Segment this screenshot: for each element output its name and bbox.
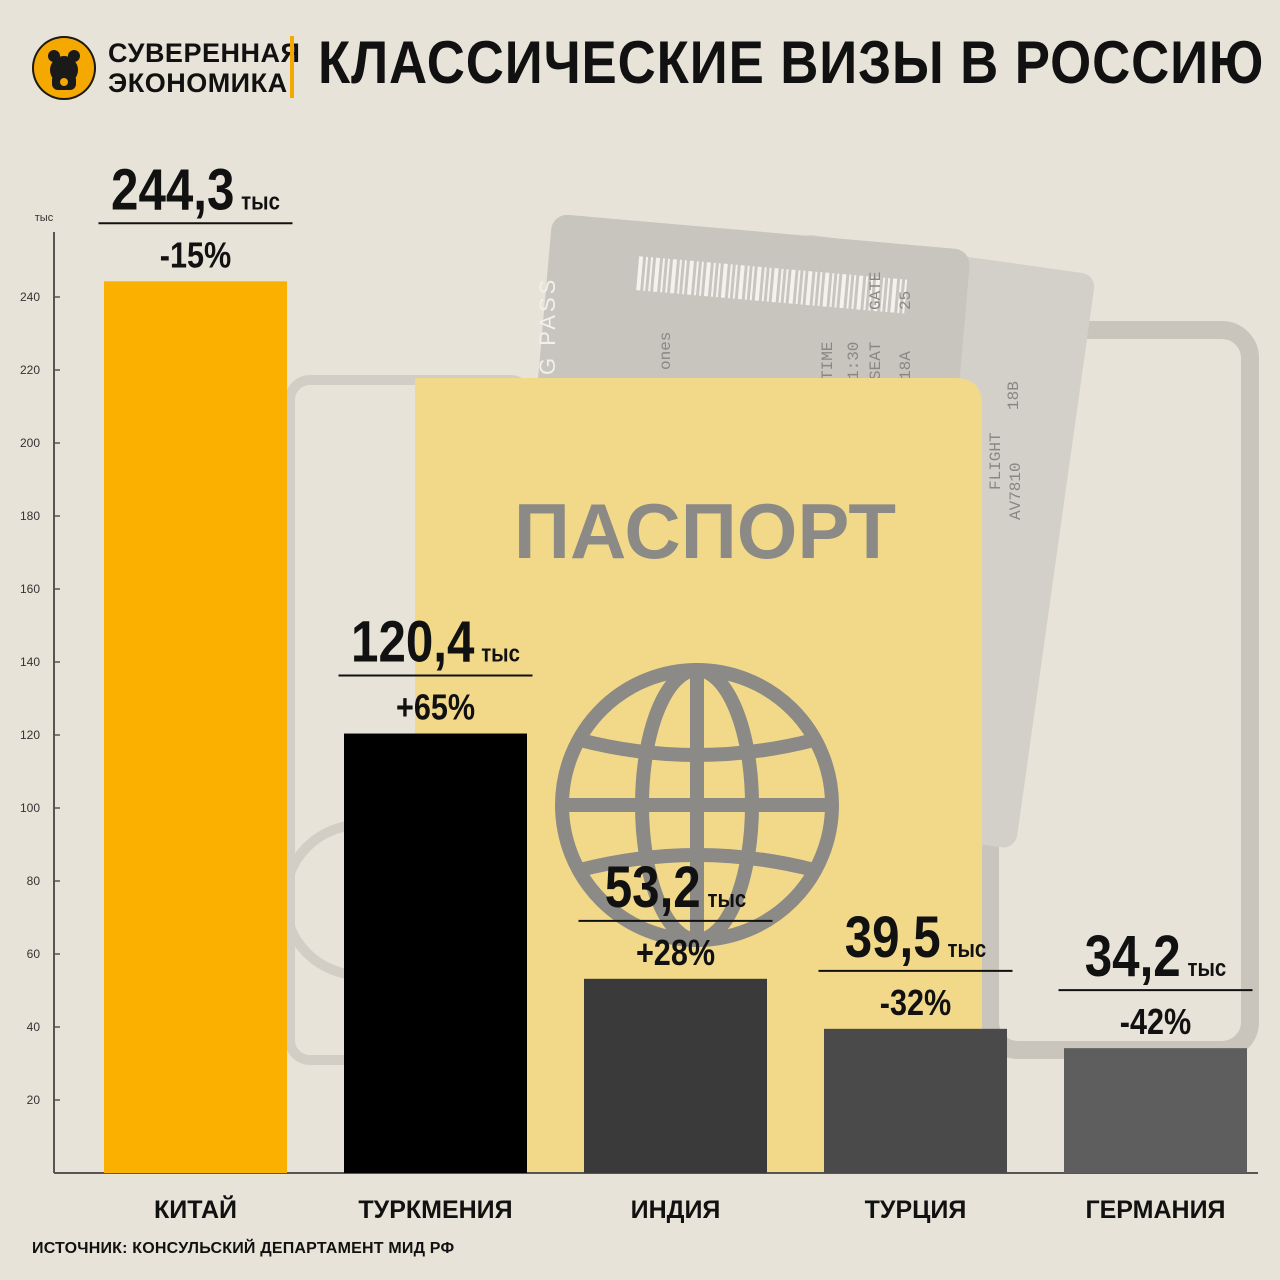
bar-value-label: 120,4 тыс <box>351 610 520 675</box>
bar-change-label: +65% <box>396 688 475 728</box>
bar-value-label: 34,2 тыс <box>1085 924 1226 989</box>
y-tick-label: 120 <box>20 728 40 742</box>
ticket-label: G PASS <box>535 277 560 375</box>
y-tick-label: 20 <box>27 1093 41 1107</box>
bar-value-label: 39,5 тыс <box>845 905 986 970</box>
ticket-field-seat: SEAT <box>867 342 885 380</box>
y-tick-label: 40 <box>27 1020 41 1034</box>
header-divider <box>290 36 294 98</box>
brand-name: СУВЕРЕННАЯ ЭКОНОМИКА <box>108 38 300 98</box>
source-note: ИСТОЧНИК: КОНСУЛЬСКИЙ ДЕПАРТАМЕНТ МИД РФ <box>32 1240 455 1257</box>
globe-icon <box>555 663 839 947</box>
bar <box>344 733 527 1173</box>
y-tick-label: 200 <box>20 436 40 450</box>
ticket-field-time: TIME <box>819 342 837 380</box>
bar <box>1064 1048 1247 1173</box>
bar <box>584 978 767 1173</box>
passport-label: ПАСПОРТ <box>514 487 896 575</box>
bar-change-label: -32% <box>880 984 951 1024</box>
bear-logo-icon <box>32 36 96 100</box>
y-tick-label: 60 <box>27 947 41 961</box>
y-tick-label: 180 <box>20 509 40 523</box>
ticket-field-gate: GATE <box>867 272 885 310</box>
brand-line-2: ЭКОНОМИКА <box>108 68 288 98</box>
ticket-field-seat-value-2: 18B <box>1005 381 1023 410</box>
barcode-icon <box>636 256 908 314</box>
y-tick-label: 80 <box>27 874 41 888</box>
y-tick-label: 160 <box>20 582 40 596</box>
header: СУВЕРЕННАЯ ЭКОНОМИКА КЛАССИЧЕСКИЕ ВИЗЫ В… <box>0 0 1280 135</box>
category-label: ТУРКМЕНИЯ <box>358 1196 512 1224</box>
bar-value-label: 53,2 тыс <box>605 855 746 920</box>
brand-line-1: СУВЕРЕННАЯ <box>108 38 301 68</box>
bar <box>824 1028 1007 1173</box>
category-label: ТУРЦИЯ <box>865 1196 967 1224</box>
y-tick-label: 140 <box>20 655 40 669</box>
ticket-field-flight-value: AV7810 <box>1007 462 1025 520</box>
y-tick-label: 240 <box>20 290 40 304</box>
bar-change-label: +28% <box>636 934 715 974</box>
ticket-field-time-value: 1:30 <box>845 342 863 380</box>
page-title: КЛАССИЧЕСКИЕ ВИЗЫ В РОССИЮ <box>318 29 1265 96</box>
category-label: КИТАЙ <box>154 1194 237 1224</box>
bar-value-label: 244,3 тыс <box>111 158 280 223</box>
ticket-field-gate-value: 25 <box>897 291 915 310</box>
y-tick-label: 100 <box>20 801 40 815</box>
ticket-field-flight: FLIGHT <box>987 432 1005 490</box>
ticket-field-seat-value: 18A <box>897 351 915 380</box>
category-label: ГЕРМАНИЯ <box>1085 1196 1225 1224</box>
y-axis-unit-label: тыс <box>35 212 54 224</box>
bar-change-label: -42% <box>1120 1003 1191 1043</box>
ticket-fields: GATE 25 SEAT 18A 18B TIME 1:30 FLIGHT AV… <box>657 272 1025 520</box>
y-tick-label: 220 <box>20 363 40 377</box>
category-label: ИНДИЯ <box>631 1196 721 1224</box>
ticket-field-name: ones <box>657 332 675 370</box>
bar-change-label: -15% <box>160 236 231 276</box>
bar <box>104 281 287 1173</box>
